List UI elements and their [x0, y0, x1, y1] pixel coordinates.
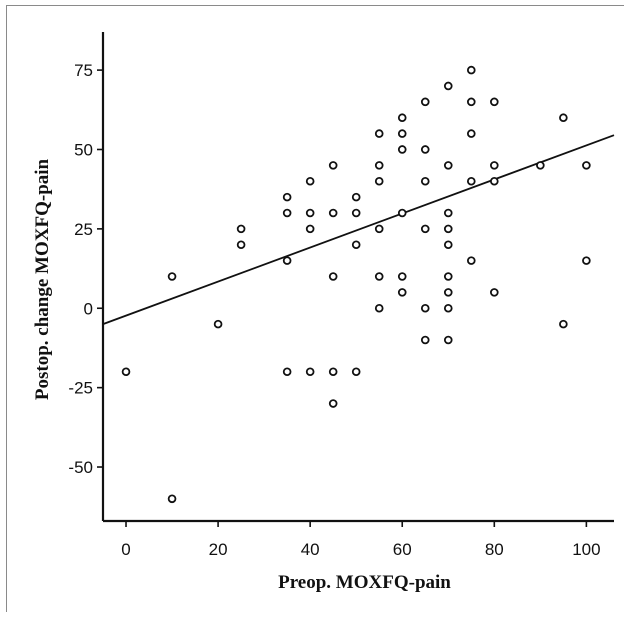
y-tick-label: 0 — [84, 299, 93, 318]
data-point — [213, 319, 223, 329]
y-tick-label: 25 — [74, 220, 93, 239]
x-axis-title: Preop. MOXFQ-pain — [278, 572, 451, 593]
data-point — [443, 208, 453, 218]
data-point — [582, 161, 591, 170]
data-point — [374, 272, 384, 281]
data-point — [328, 208, 338, 218]
data-point — [328, 367, 338, 377]
data-point — [420, 176, 430, 186]
data-point — [443, 224, 453, 234]
x-tick-label: 100 — [572, 540, 600, 559]
data-point — [167, 494, 177, 504]
data-point — [582, 256, 591, 265]
x-tick-label: 60 — [393, 540, 412, 559]
data-point — [374, 161, 384, 170]
data-point — [374, 303, 384, 313]
data-point — [443, 335, 453, 345]
data-point — [420, 335, 430, 345]
data-point — [420, 224, 430, 234]
y-tick-label: -25 — [68, 379, 93, 398]
data-point — [351, 367, 361, 377]
data-point — [236, 240, 246, 250]
data-point — [328, 161, 338, 170]
data-point — [420, 303, 430, 313]
data-point — [420, 145, 430, 154]
data-point — [536, 161, 545, 170]
data-point — [443, 272, 453, 281]
data-point — [167, 272, 177, 281]
y-tick-label: 50 — [74, 140, 93, 159]
data-point — [443, 161, 453, 170]
data-point — [305, 224, 315, 234]
data-point — [443, 288, 453, 297]
data-point — [397, 145, 407, 154]
data-point — [305, 367, 315, 377]
data-point — [121, 367, 131, 377]
data-point — [374, 129, 384, 138]
data-point — [443, 240, 453, 250]
regression-line — [102, 134, 615, 325]
data-point — [397, 129, 407, 138]
data-point — [443, 81, 453, 91]
data-point — [305, 208, 315, 218]
y-axis-title: Postop. change MOXFQ-pain — [32, 158, 53, 400]
data-point — [282, 208, 292, 218]
x-tick-label: 80 — [485, 540, 504, 559]
x-tick-label: 40 — [301, 540, 320, 559]
data-point — [397, 288, 407, 297]
data-point — [490, 97, 499, 107]
x-tick-label: 0 — [121, 540, 130, 559]
figure-frame — [6, 5, 624, 612]
data-point — [374, 224, 384, 234]
ticks: 0 20 40 60 80 100 75 50 25 0 -25 -50 — [68, 61, 600, 559]
data-point — [397, 113, 407, 123]
data-point — [305, 176, 315, 186]
data-point — [282, 256, 292, 265]
data-point — [420, 97, 430, 107]
data-point — [397, 272, 407, 281]
data-point — [490, 288, 499, 297]
data-point — [282, 367, 292, 377]
axes — [101, 32, 614, 523]
regression-line-group — [102, 134, 615, 325]
data-point — [466, 256, 476, 265]
data-point — [351, 208, 361, 218]
y-tick-label: 75 — [74, 61, 93, 80]
data-point — [559, 113, 568, 123]
y-tick-label: -50 — [68, 458, 93, 477]
x-tick-label: 20 — [209, 540, 228, 559]
data-point — [374, 176, 384, 186]
data-point — [466, 176, 476, 186]
data-point — [351, 240, 361, 250]
data-point — [328, 399, 338, 408]
data-point — [282, 192, 292, 202]
data-points — [121, 65, 591, 504]
data-point — [466, 65, 476, 75]
data-point — [466, 97, 476, 107]
data-point — [466, 129, 476, 138]
data-point — [490, 176, 499, 186]
data-point — [351, 192, 361, 202]
data-point — [559, 319, 568, 329]
data-point — [443, 303, 453, 313]
data-point — [397, 208, 407, 218]
data-point — [490, 161, 499, 170]
data-point — [236, 224, 246, 234]
data-point — [328, 272, 338, 281]
